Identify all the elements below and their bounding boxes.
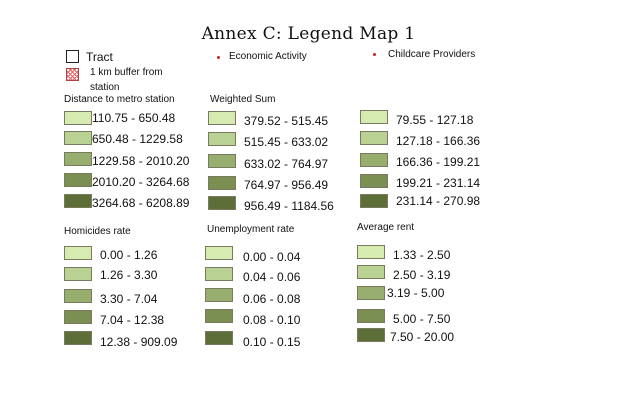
economic-activity-marker: [217, 56, 220, 59]
legend-swatch: [360, 174, 388, 188]
legend-title: Annex C: Legend Map 1: [201, 24, 416, 44]
legend-class-label: 0.10 - 0.15: [243, 335, 301, 349]
legend-swatch: [357, 245, 385, 259]
legend-header-average-rent: Average rent: [357, 222, 415, 233]
legend-class-label: 0.06 - 0.08: [243, 292, 301, 306]
legend-swatch: [205, 309, 233, 323]
legend-class-label: 12.38 - 909.09: [100, 335, 178, 349]
tract-label: Tract: [86, 50, 113, 64]
legend-swatch: [205, 246, 233, 260]
legend-class-label: 1229.58 - 2010.20: [92, 154, 190, 168]
buffer-label-line1: 1 km buffer from: [90, 67, 163, 78]
tract-symbol: [66, 50, 79, 63]
legend-swatch: [205, 331, 233, 345]
legend-class-label: 515.45 - 633.02: [244, 135, 329, 149]
legend-class-label: 231.14 - 270.98: [396, 194, 481, 208]
legend-swatch: [360, 131, 388, 145]
legend-swatch: [208, 196, 236, 210]
legend-swatch: [208, 176, 236, 190]
buffer-label-line2: station: [90, 82, 120, 93]
legend-swatch: [64, 289, 92, 303]
economic-activity-label: Economic Activity: [229, 51, 307, 62]
legend-class-label: 2010.20 - 3264.68: [92, 175, 190, 189]
legend-class-label: 5.00 - 7.50: [393, 312, 451, 326]
legend-class-label: 0.00 - 1.26: [100, 248, 158, 262]
legend-swatch: [357, 265, 385, 279]
legend-swatch: [64, 152, 92, 166]
legend-class-label: 127.18 - 166.36: [396, 134, 481, 148]
legend-class-label: 7.50 - 20.00: [390, 330, 455, 344]
legend-swatch: [208, 111, 236, 125]
legend-class-label: 79.55 - 127.18: [396, 113, 474, 127]
legend-swatch: [357, 309, 385, 323]
legend-swatch: [208, 132, 236, 146]
legend-class-label: 1.33 - 2.50: [393, 248, 451, 262]
legend-swatch: [360, 153, 388, 167]
legend-swatch: [64, 246, 92, 260]
legend-class-label: 3264.68 - 6208.89: [92, 196, 190, 210]
legend-class-label: 764.97 - 956.49: [244, 178, 329, 192]
legend-swatch: [64, 131, 92, 145]
legend-swatch: [64, 173, 92, 187]
legend-swatch: [357, 328, 385, 342]
legend-header-unemployment: Unemployment rate: [207, 224, 295, 235]
legend-class-label: 0.04 - 0.06: [243, 270, 301, 284]
legend-class-label: 1.26 - 3.30: [100, 268, 158, 282]
legend-class-label: 110.75 - 650.48: [92, 111, 176, 125]
legend-swatch: [205, 288, 233, 302]
legend-swatch: [64, 310, 92, 324]
legend-class-label: 3.19 - 5.00: [387, 286, 445, 300]
legend-swatch: [205, 267, 233, 281]
legend-swatch: [64, 111, 92, 125]
legend-class-label: 3.30 - 7.04: [100, 292, 158, 306]
legend-swatch: [64, 267, 92, 281]
legend-class-label: 199.21 - 231.14: [396, 176, 481, 190]
legend-class-label: 166.36 - 199.21: [396, 155, 481, 169]
legend-class-label: 0.08 - 0.10: [243, 313, 301, 327]
childcare-marker: [373, 53, 376, 56]
childcare-label: Childcare Providers: [388, 49, 476, 60]
legend-header-homicides: Homicides rate: [64, 226, 131, 237]
legend-swatch: [64, 194, 92, 208]
legend-class-label: 650.48 - 1229.58: [92, 132, 183, 146]
legend-swatch: [360, 110, 388, 124]
legend-swatch: [357, 286, 385, 300]
legend-swatch: [64, 331, 92, 345]
legend-class-label: 956.49 - 1184.56: [244, 199, 334, 213]
legend-class-label: 0.00 - 0.04: [243, 250, 301, 264]
legend-class-label: 379.52 - 515.45: [244, 114, 329, 128]
legend-class-label: 2.50 - 3.19: [393, 268, 451, 282]
legend-header-distance: Distance to metro station: [64, 94, 175, 105]
legend-class-label: 7.04 - 12.38: [100, 313, 165, 327]
legend-swatch: [208, 154, 236, 168]
legend-header-weighted-sum: Weighted Sum: [210, 94, 276, 105]
legend-swatch: [360, 194, 388, 208]
buffer-symbol: [66, 68, 79, 81]
legend-class-label: 633.02 - 764.97: [244, 157, 329, 171]
